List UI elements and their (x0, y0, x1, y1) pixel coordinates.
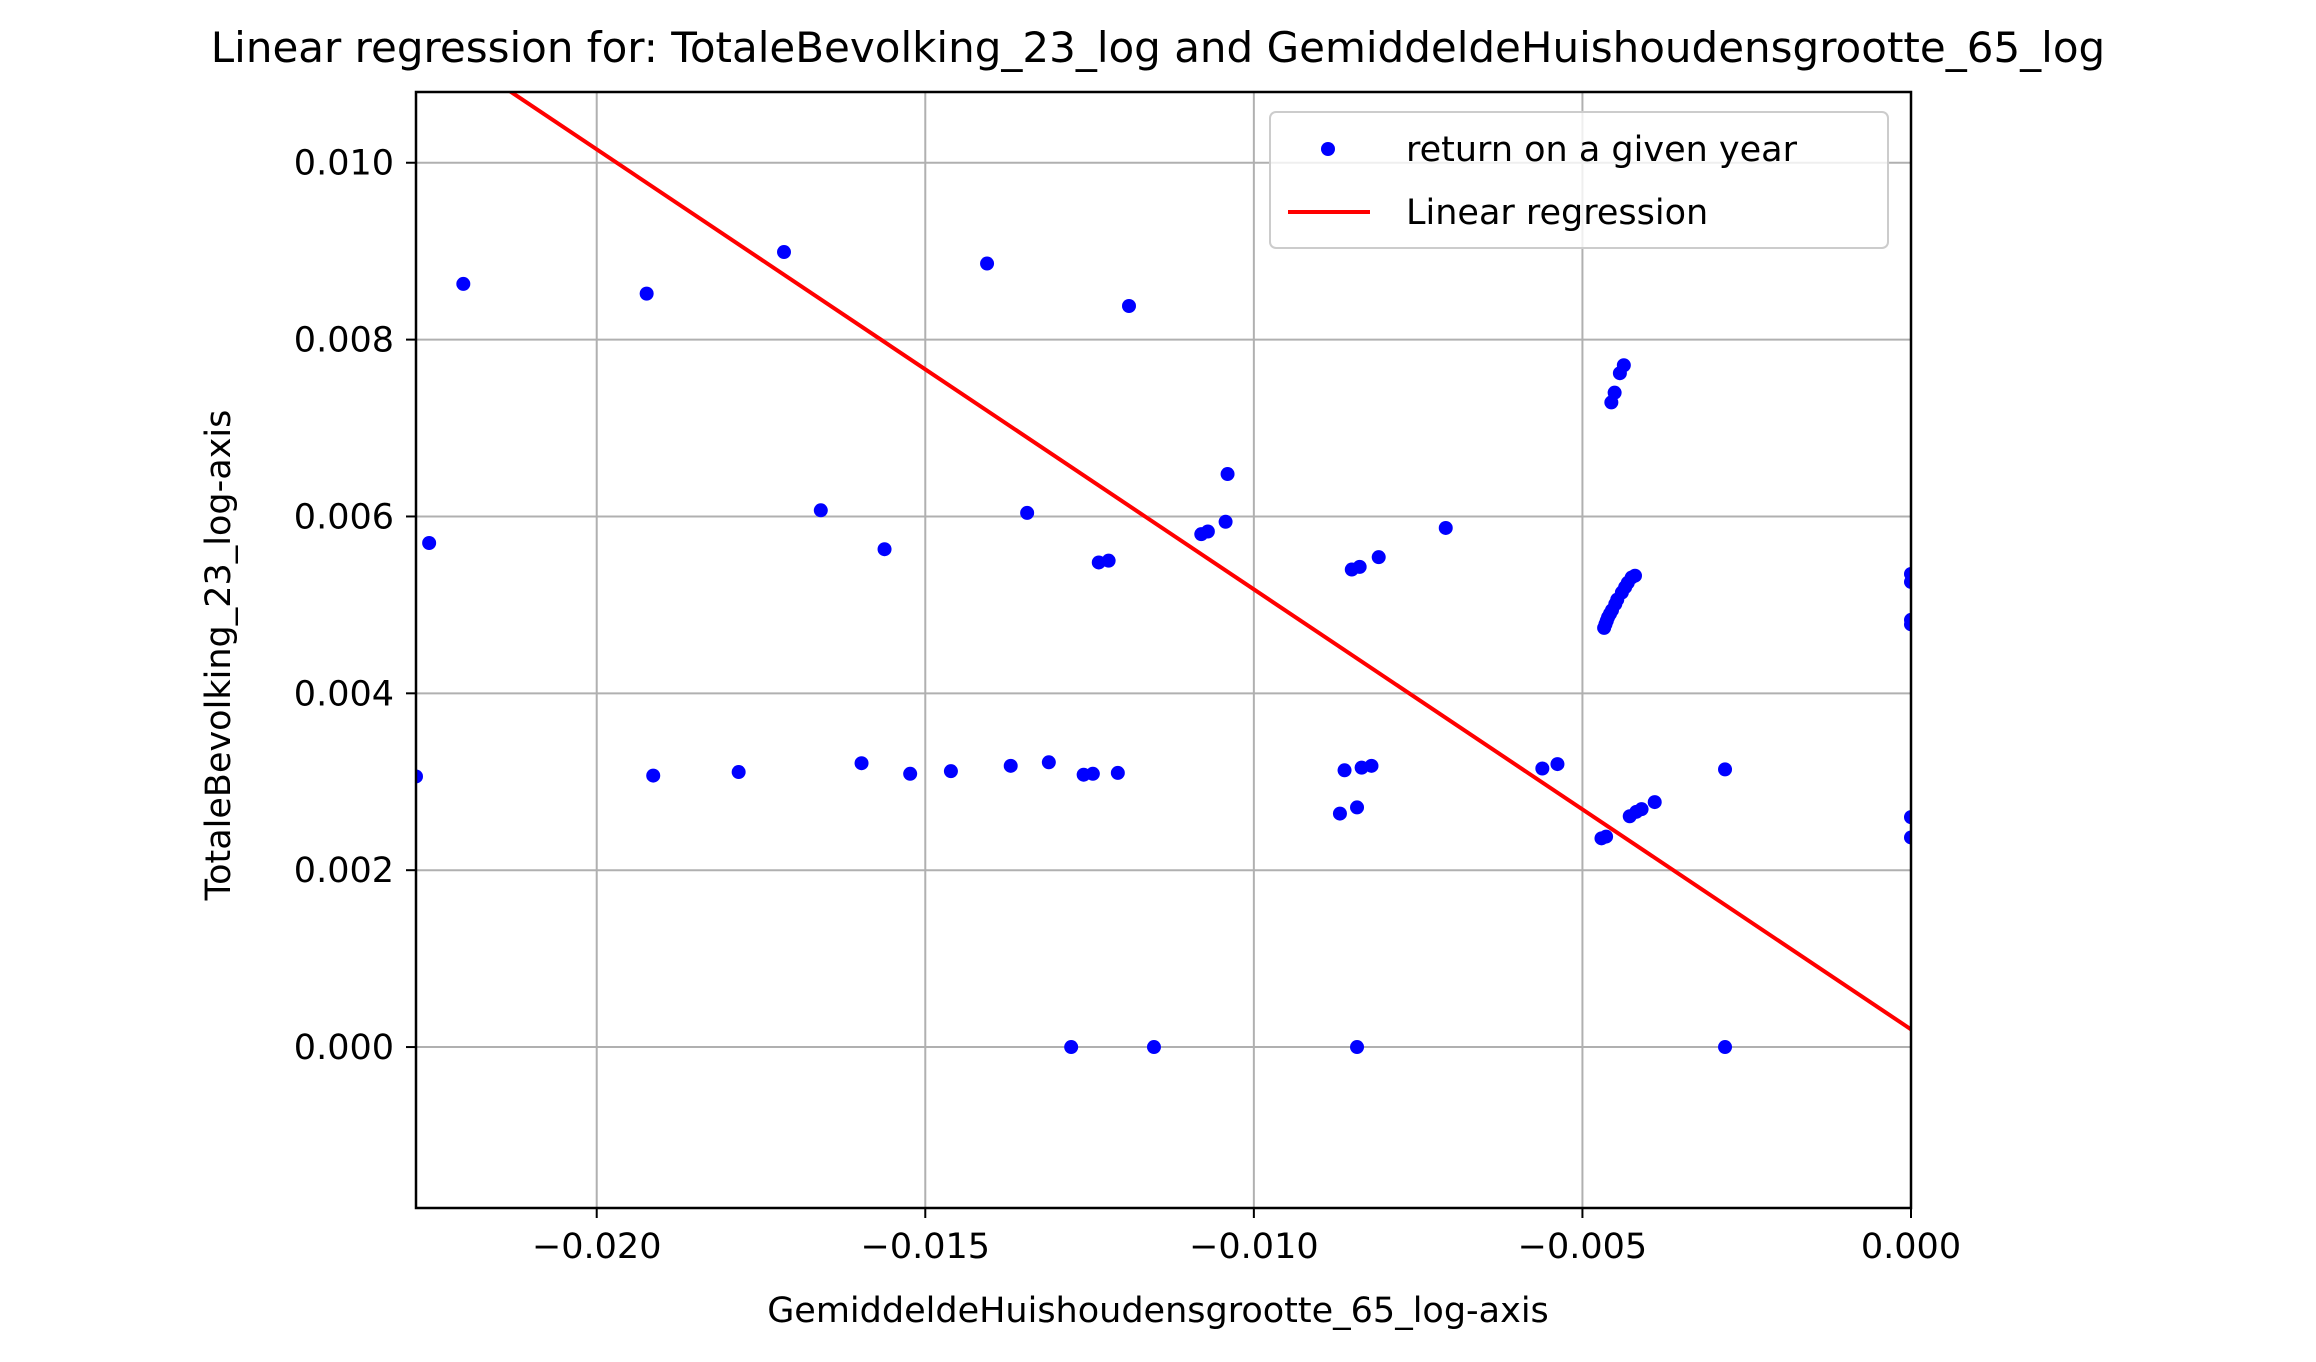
regression-layer (507, 92, 1911, 1032)
data-point (1085, 766, 1100, 781)
data-point (777, 245, 791, 260)
x-axis-label: GemiddeldeHuishoudensgrootte_65_log-axis (767, 1291, 1549, 1331)
data-point (1003, 758, 1018, 773)
x-tick-label: −0.010 (1189, 1227, 1319, 1267)
axes (414, 90, 1913, 1210)
y-ticks: 0.000 0.002 0.004 0.006 0.008 0.010 (294, 144, 416, 1068)
data-point (1122, 299, 1136, 314)
data-point (1718, 1040, 1733, 1055)
data-point (943, 764, 958, 779)
x-ticks: −0.020 −0.015 −0.010 −0.005 0.000 (532, 1208, 1961, 1267)
x-tick-label: −0.005 (1518, 1227, 1648, 1267)
x-tick-label: −0.015 (861, 1227, 991, 1267)
data-point (1628, 568, 1642, 583)
data-point (1350, 1040, 1365, 1055)
data-point (1535, 761, 1550, 776)
data-point (1607, 385, 1622, 400)
plot-frame (414, 90, 1913, 1210)
data-point (646, 768, 661, 783)
data-point (1599, 829, 1614, 844)
data-point (1332, 806, 1347, 821)
data-point (1220, 467, 1235, 482)
data-points (416, 245, 1911, 1055)
y-tick-label: 0.004 (294, 674, 394, 714)
legend-box (1269, 111, 1889, 249)
data-point (1110, 765, 1125, 780)
data-point (1218, 514, 1233, 529)
legend-point-label: return on a given year (1406, 130, 1798, 170)
data-point (1438, 520, 1453, 535)
data-point (1904, 617, 1911, 632)
data-point (877, 542, 892, 557)
data-point (731, 765, 746, 780)
data-point (1904, 810, 1911, 825)
data-point (980, 256, 995, 271)
data-point (1041, 755, 1056, 770)
legend: return on a given year Linear regression (1269, 111, 1889, 249)
data-point (1550, 757, 1565, 772)
data-point (1101, 553, 1116, 568)
data-point (1634, 802, 1649, 817)
legend-line-label: Linear regression (1406, 193, 1708, 233)
data-point (1718, 762, 1733, 777)
data-point (1371, 550, 1386, 565)
y-tick-label: 0.002 (294, 851, 394, 891)
data-point (1352, 559, 1367, 574)
data-point (1146, 1040, 1161, 1055)
data-point (854, 756, 869, 771)
y-axis-label: TotaleBevolking_23_log-axis (199, 410, 239, 902)
chart-title: Linear regression for: TotaleBevolking_2… (211, 23, 2105, 72)
x-tick-label: 0.000 (1861, 1227, 1961, 1267)
y-tick-label: 0.006 (294, 497, 394, 537)
data-point (1616, 358, 1631, 373)
data-point (1904, 574, 1911, 589)
y-tick-label: 0.000 (294, 1028, 394, 1068)
data-point (1904, 830, 1911, 845)
data-point (456, 276, 471, 291)
data-point (1200, 524, 1215, 539)
x-tick-label: −0.020 (532, 1227, 662, 1267)
data-point (1647, 795, 1662, 810)
data-point (903, 766, 918, 781)
data-point (1364, 758, 1379, 773)
y-tick-label: 0.008 (294, 321, 394, 361)
data-point (1020, 505, 1035, 520)
data-point (813, 503, 828, 518)
regression-line (507, 92, 1911, 1032)
data-point (639, 286, 654, 301)
data-point (422, 535, 437, 550)
data-point (1064, 1040, 1079, 1055)
data-point (1337, 763, 1352, 778)
data-point (416, 769, 423, 784)
data-point (1350, 800, 1365, 815)
legend-point-marker (1321, 142, 1335, 156)
y-tick-label: 0.010 (294, 144, 394, 184)
